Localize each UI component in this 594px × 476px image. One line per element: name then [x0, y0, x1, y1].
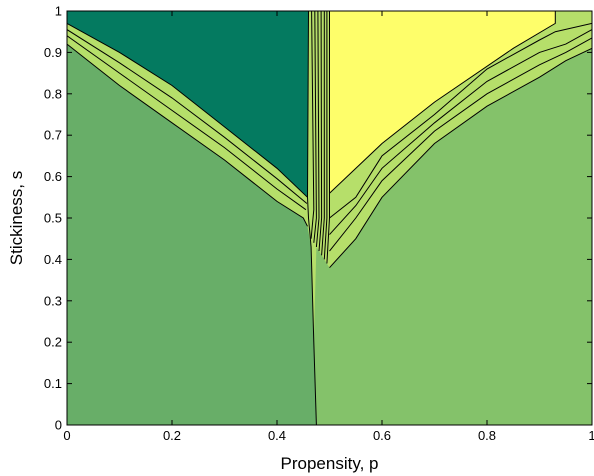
- y-tick-label: 0.6: [44, 169, 62, 184]
- x-tick-label: 0.6: [373, 428, 391, 443]
- region-right-top: [329, 11, 556, 194]
- y-tick-label: 0.4: [44, 252, 62, 267]
- contour-right-3: [329, 29, 592, 235]
- y-tick-label: 0.5: [44, 211, 62, 226]
- contour-center-4: [315, 11, 320, 248]
- x-tick-label: 0.2: [163, 428, 181, 443]
- y-axis-title: Stickiness, s: [7, 171, 26, 265]
- x-tick-label: 0.4: [268, 428, 286, 443]
- contour-center-3: [313, 11, 317, 243]
- contour-lines: [67, 11, 592, 425]
- contour-center-6: [321, 11, 325, 256]
- region-lower-right: [313, 48, 592, 425]
- contour-left-4: [67, 22, 308, 198]
- x-axis-title: Propensity, p: [281, 454, 379, 473]
- y-tick-label: 0.9: [44, 45, 62, 60]
- contour-center-2: [310, 11, 315, 239]
- contour-right-4: [329, 22, 592, 219]
- y-tick-label: 0.3: [44, 293, 62, 308]
- y-tick-label: 0: [55, 418, 62, 433]
- contour-right-2: [329, 37, 592, 252]
- contour-center-1: [306, 11, 317, 425]
- filled-regions: [67, 11, 592, 425]
- x-axis: 0 0.2 0.4 0.6 0.8 1: [63, 11, 594, 443]
- y-axis: 0 0.1 0.2 0.3 0.4 0.5 0.6 0.7 0.8 0.9 1: [44, 4, 592, 433]
- x-tick-label: 1: [588, 428, 594, 443]
- contour-center-5: [318, 11, 323, 252]
- region-left-top: [67, 11, 309, 198]
- contour-left-1: [67, 43, 308, 227]
- contour-right-1: [329, 47, 592, 269]
- y-tick-label: 0.8: [44, 86, 62, 101]
- contour-left-2: [67, 35, 307, 211]
- x-tick-label: 0.8: [478, 428, 496, 443]
- y-tick-label: 0.2: [44, 335, 62, 350]
- y-tick-label: 1: [55, 4, 62, 19]
- contour-left-3: [67, 29, 308, 204]
- contour-right-5: [329, 11, 556, 194]
- y-tick-label: 0.1: [44, 376, 62, 391]
- contour-center-7: [323, 11, 328, 260]
- region-lower-left: [67, 44, 317, 425]
- plot-area: [66, 10, 593, 426]
- x-tick-label: 0: [63, 428, 70, 443]
- y-tick-label: 0.7: [44, 128, 62, 143]
